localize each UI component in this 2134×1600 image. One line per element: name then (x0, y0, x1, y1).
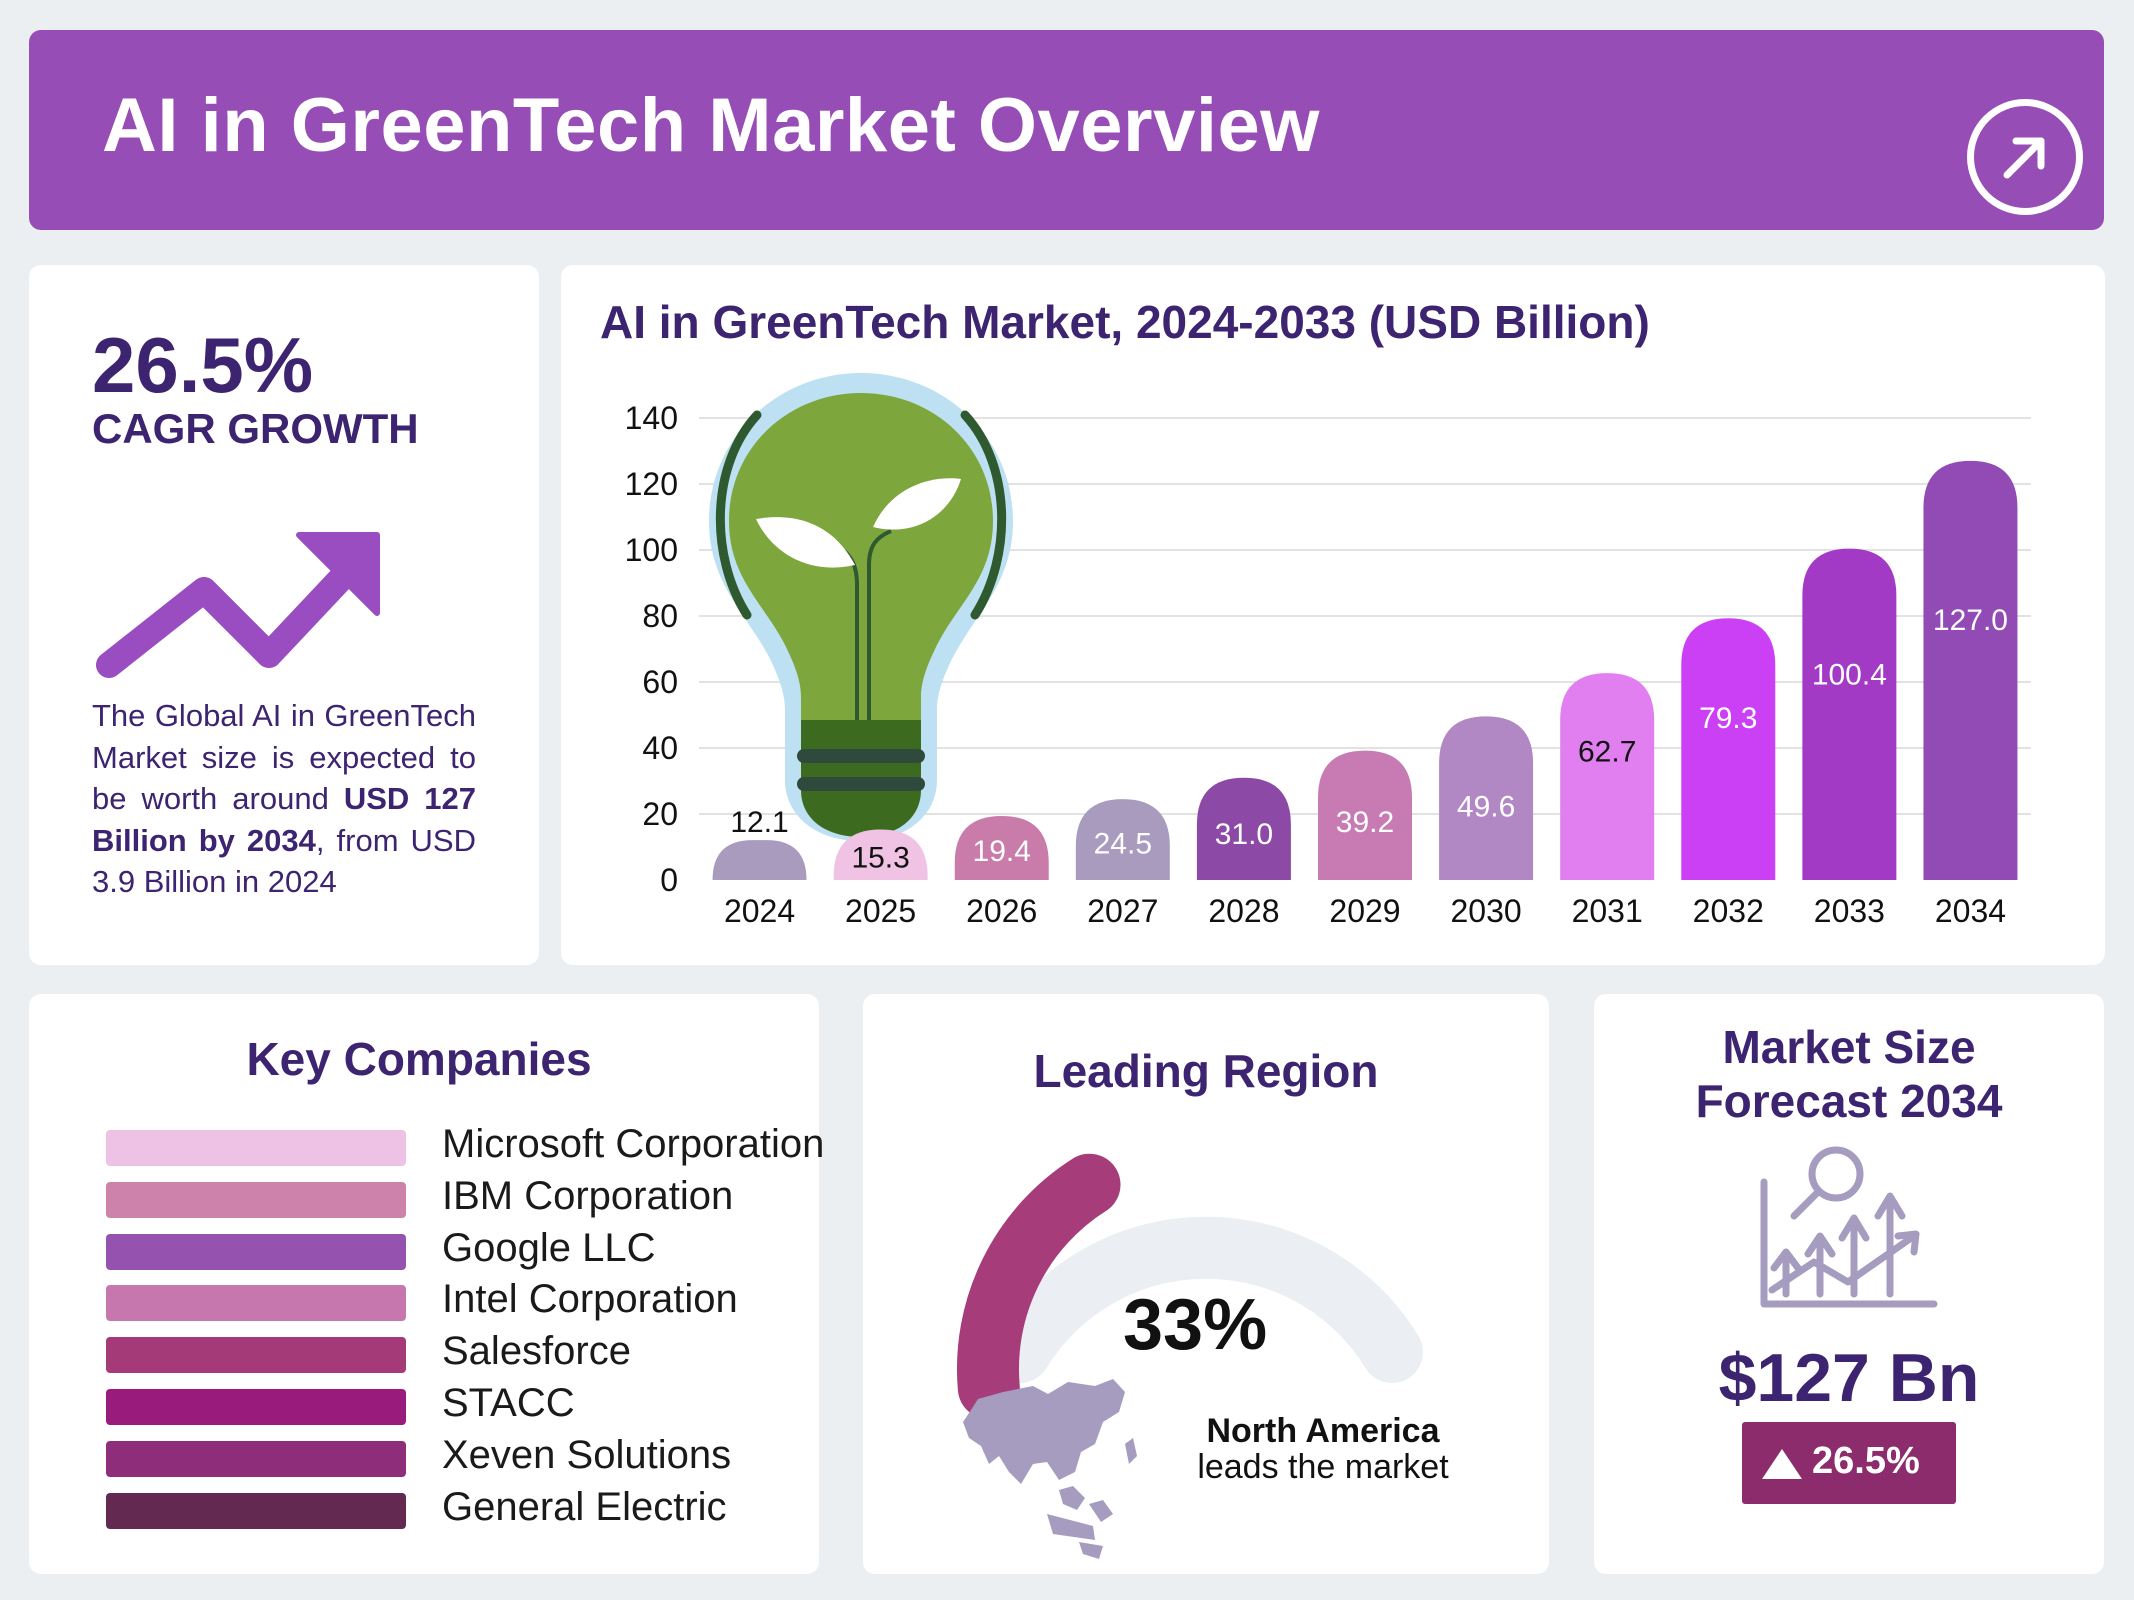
bar-value-label: 79.3 (1699, 702, 1757, 735)
chart-x-ticks: 2024 2025 2026 2027 2028 2029 2030 2031 2032 2033… (724, 893, 2006, 929)
cagr-value: 26.5% (92, 321, 314, 409)
company-name: Salesforce (442, 1329, 631, 1374)
gauge-fill (957, 1153, 1121, 1419)
cagr-label: CAGR GROWTH (92, 405, 419, 452)
y-tick-label: 140 (625, 400, 678, 436)
company-swatch (106, 1285, 406, 1322)
company-swatch (106, 1337, 406, 1374)
bar-value-label: 19.4 (973, 835, 1031, 868)
x-tick-label: 2027 (1087, 893, 1158, 929)
x-tick-label: 2034 (1935, 893, 2006, 929)
y-tick-label: 60 (642, 664, 678, 700)
bar-value-label: 31.0 (1215, 818, 1273, 851)
x-tick-label: 2026 (966, 893, 1037, 929)
bar-2025 (833, 829, 928, 880)
bar-value-label: 24.5 (1094, 828, 1152, 861)
bar-value-label: 39.2 (1336, 806, 1394, 839)
arrow-up-right-icon (2003, 137, 2045, 179)
company-name: General Electric (442, 1484, 727, 1529)
world-map-icon (963, 1379, 1137, 1559)
growth-chart-icon (1760, 1146, 1938, 1308)
open-button[interactable] (1967, 99, 2083, 215)
bar-value-label: 49.6 (1457, 790, 1515, 823)
cagr-description: The Global AI in GreenTech Market size i… (92, 698, 476, 899)
x-tick-label: 2029 (1329, 893, 1400, 929)
x-tick-label: 2028 (1208, 893, 1279, 929)
company-swatch (106, 1492, 406, 1529)
cagr-card: 26.5% CAGR GROWTH The Global AI in Green… (29, 265, 539, 965)
bar-chart: 12.1 15.3 19.4 24.5 31.0 39.2 49.6 62.7 79.3 100.… (625, 373, 2031, 929)
bar-2033 (1802, 548, 1897, 880)
market-forecast-card: Market Size Forecast 2034 $127 Bn 26.5% (1594, 994, 2104, 1574)
growth-badge-value: 26.5% (1812, 1440, 1920, 1482)
y-tick-label: 100 (625, 532, 678, 568)
chart-title: AI in GreenTech Market, 2024-2033 (USD B… (600, 296, 1650, 348)
company-swatch (106, 1130, 406, 1166)
chart-card: AI in GreenTech Market, 2024-2033 (USD B… (561, 265, 2105, 965)
header-banner: AI in GreenTech Market Overview (29, 30, 2104, 230)
bar-2024 (712, 840, 807, 880)
region-share-value: 33% (1123, 1285, 1268, 1365)
bar-2028 (1196, 777, 1291, 880)
bar-2029 (1318, 750, 1412, 880)
key-companies-card: Key Companies Microsoft Corporation IBM C… (29, 994, 824, 1574)
page-title: AI in GreenTech Market Overview (102, 83, 1320, 168)
company-name: Xeven Solutions (442, 1432, 732, 1477)
chart-value-labels: 12.1 15.3 19.4 24.5 31.0 39.2 49.6 62.7 79.3 100.… (730, 604, 2008, 874)
y-tick-label: 80 (642, 598, 678, 634)
chart-y-ticks: 0 20 40 60 80 100 120 140 (625, 400, 678, 898)
trend-up-arrow-icon (96, 532, 380, 678)
bar-value-label: 12.1 (730, 806, 788, 839)
company-name: STACC (442, 1381, 575, 1425)
company-swatch (106, 1389, 406, 1425)
company-name: Google LLC (442, 1225, 656, 1270)
company-name: IBM Corporation (442, 1173, 734, 1218)
company-swatch (106, 1181, 406, 1218)
bar-value-label: 100.4 (1812, 659, 1887, 692)
x-tick-label: 2024 (724, 893, 795, 929)
leading-region-title: Leading Region (1033, 1045, 1379, 1097)
x-tick-label: 2032 (1693, 893, 1764, 929)
y-tick-label: 120 (625, 466, 678, 502)
region-subtitle: leads the market (1197, 1448, 1449, 1486)
bar-2030 (1439, 716, 1534, 880)
bar-2027 (1075, 799, 1170, 880)
company-swatch (106, 1440, 406, 1477)
x-tick-label: 2033 (1814, 893, 1885, 929)
company-name: Intel Corporation (442, 1277, 738, 1322)
bar-2031 (1560, 673, 1655, 880)
region-name: North America (1206, 1412, 1440, 1450)
triangle-up-icon (1762, 1449, 1802, 1479)
gauge-track (989, 1216, 1423, 1383)
bar-value-label: 62.7 (1578, 736, 1636, 769)
bar-value-label: 15.3 (851, 841, 909, 874)
bar-value-label: 127.0 (1933, 604, 2008, 637)
chart-bars (712, 460, 2018, 880)
y-tick-label: 0 (660, 862, 678, 898)
company-swatch (106, 1233, 406, 1270)
forecast-value: $127 Bn (1718, 1340, 1980, 1416)
x-tick-label: 2031 (1572, 893, 1643, 929)
y-tick-label: 20 (642, 796, 678, 832)
forecast-title: Market Size Forecast 2034 (1695, 1021, 2003, 1127)
x-tick-label: 2025 (845, 893, 916, 929)
bar-2026 (954, 815, 1049, 880)
growth-badge: 26.5% (1742, 1422, 1956, 1504)
company-name: Microsoft Corporation (442, 1122, 825, 1166)
leading-region-card: Leading Region 33% North America leads t… (863, 994, 1549, 1574)
bar-2032 (1681, 618, 1776, 880)
key-companies-title: Key Companies (246, 1033, 592, 1085)
x-tick-label: 2030 (1450, 893, 1521, 929)
y-tick-label: 40 (642, 730, 678, 766)
lightbulb-plant-icon (709, 373, 1013, 841)
bar-2034 (1923, 460, 2018, 880)
